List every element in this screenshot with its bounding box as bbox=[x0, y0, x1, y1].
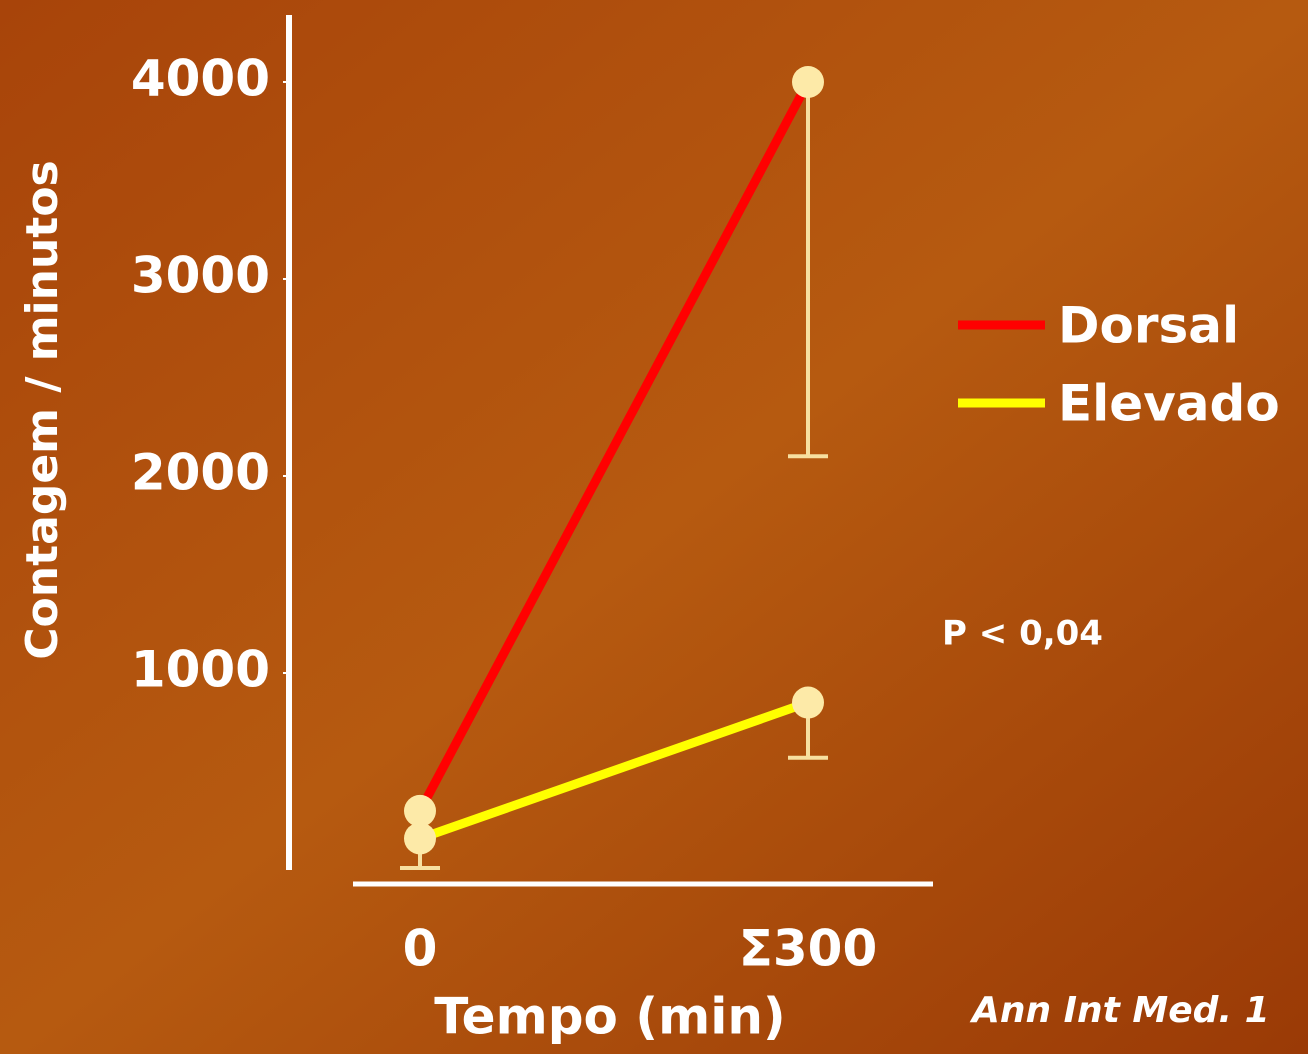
point bbox=[792, 65, 824, 98]
x-tick-label: 0 bbox=[403, 920, 438, 978]
legend-label: Elevado bbox=[1058, 375, 1280, 433]
legend-label: Dorsal bbox=[1058, 297, 1239, 355]
point bbox=[404, 794, 436, 827]
series-line bbox=[418, 698, 810, 843]
x-axis-title: Tempo (min) bbox=[434, 988, 786, 1046]
x-tick-label: Σ300 bbox=[739, 920, 878, 978]
series-line bbox=[416, 79, 812, 814]
point bbox=[792, 686, 824, 719]
y-tick-label: 1000 bbox=[131, 640, 270, 698]
citation: Ann Int Med. 1 bbox=[969, 990, 1270, 1031]
y-tick-label: 4000 bbox=[131, 49, 270, 107]
error-bar bbox=[788, 81, 828, 459]
y-tick-label: 2000 bbox=[131, 443, 270, 501]
y-tick-label: 3000 bbox=[131, 246, 270, 304]
y-axis-title: Contagem / minutos bbox=[17, 160, 68, 660]
p-value: P < 0,04 bbox=[942, 614, 1103, 654]
point bbox=[404, 822, 436, 855]
